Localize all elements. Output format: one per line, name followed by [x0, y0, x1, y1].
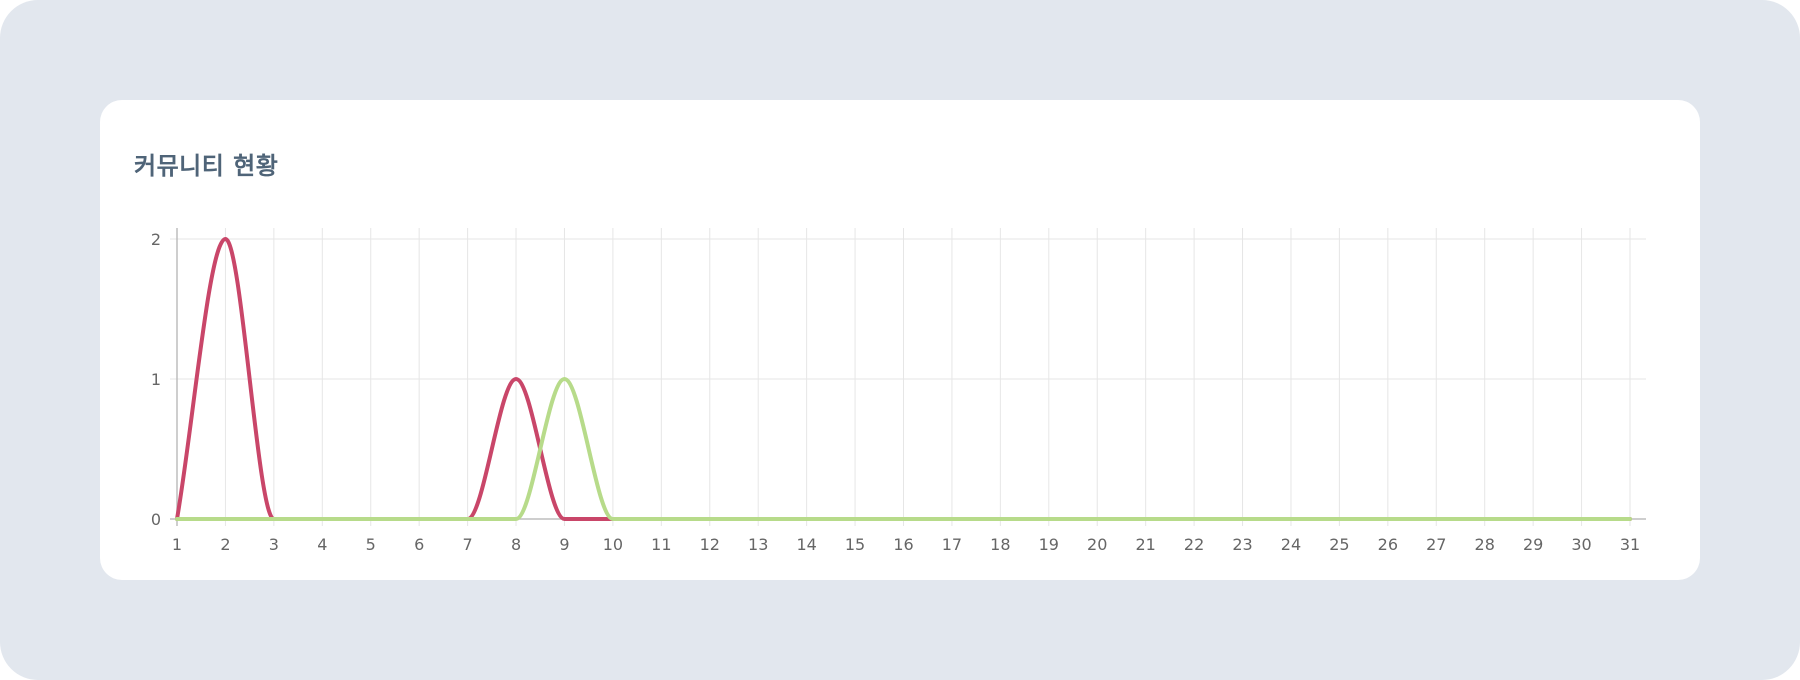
x-tick-label: 30 — [1571, 535, 1591, 554]
x-tick-label: 16 — [893, 535, 913, 554]
x-tick-label: 19 — [1039, 535, 1059, 554]
x-tick-label: 26 — [1378, 535, 1398, 554]
x-tick-label: 23 — [1232, 535, 1252, 554]
x-tick-label: 5 — [366, 535, 376, 554]
x-tick-label: 6 — [414, 535, 424, 554]
series-line-2 — [175, 377, 1632, 521]
x-tick-label: 3 — [269, 535, 279, 554]
grid-lines — [170, 228, 1646, 526]
y-tick-label: 2 — [151, 230, 161, 249]
x-tick-label: 2 — [220, 535, 230, 554]
x-tick-label: 11 — [651, 535, 671, 554]
x-tick-label: 1 — [172, 535, 182, 554]
x-tick-label: 29 — [1523, 535, 1543, 554]
x-tick-label: 12 — [700, 535, 720, 554]
x-tick-label: 8 — [511, 535, 521, 554]
x-tick-label: 14 — [796, 535, 816, 554]
x-tick-label: 15 — [845, 535, 865, 554]
x-tick-label: 4 — [317, 535, 327, 554]
x-tick-label: 27 — [1426, 535, 1446, 554]
x-tick-label: 24 — [1281, 535, 1301, 554]
x-tick-label: 13 — [748, 535, 768, 554]
community-line-chart: 1 2 3 4 5 6 7 8 9 10 11 12 13 14 15 16 17 18 19 20 21 22 23 24 2… — [151, 228, 1646, 554]
community-status-card: 커뮤니티 현황 1 2 3 4 5 6 7 8 9 10 11 12 13 14 15 16 17 18 19 20 2… — [100, 100, 1700, 580]
x-tick-label: 18 — [990, 535, 1010, 554]
y-tick-label: 1 — [151, 370, 161, 389]
x-tick-label: 7 — [463, 535, 473, 554]
x-tick-label: 9 — [559, 535, 569, 554]
x-tick-label: 31 — [1620, 535, 1640, 554]
card-title: 커뮤니티 현황 — [134, 152, 279, 180]
x-tick-label: 20 — [1087, 535, 1107, 554]
x-tick-label: 10 — [603, 535, 623, 554]
y-tick-label: 0 — [151, 510, 161, 529]
x-tick-label: 28 — [1475, 535, 1495, 554]
x-tick-label: 25 — [1329, 535, 1349, 554]
x-tick-label: 21 — [1135, 535, 1155, 554]
series-lines — [175, 237, 1632, 521]
axes — [170, 228, 1646, 526]
x-tick-label: 22 — [1184, 535, 1204, 554]
tick-labels: 1 2 3 4 5 6 7 8 9 10 11 12 13 14 15 16 17 18 19 20 21 22 23 24 2… — [151, 230, 1640, 554]
x-tick-label: 17 — [942, 535, 962, 554]
